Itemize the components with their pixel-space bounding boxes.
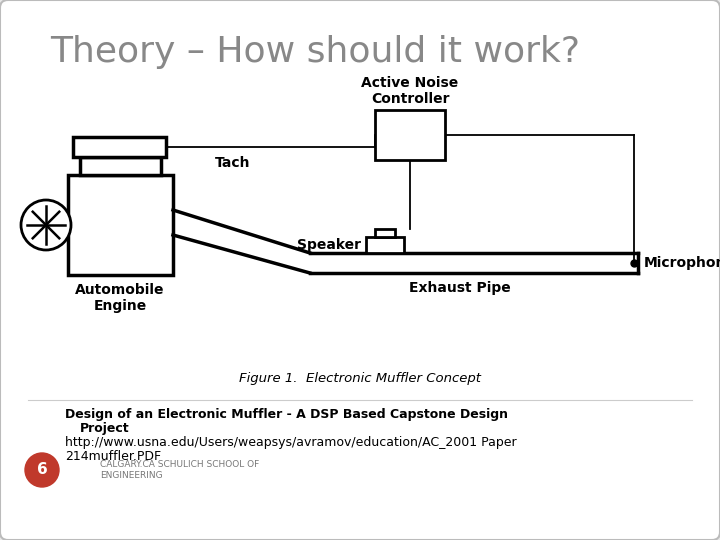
Bar [366, 237, 404, 253]
Text: Automobile
Engine: Automobile Engine [76, 283, 165, 313]
Text: Project: Project [80, 422, 130, 435]
Text: Design of an Electronic Muffler - A DSP Based Capstone Design: Design of an Electronic Muffler - A DSP … [65, 408, 508, 421]
Text: Active Noise
Controller: Active Noise Controller [361, 76, 459, 106]
Text: Theory – How should it work?: Theory – How should it work? [50, 35, 580, 69]
Text: ENGINEERING: ENGINEERING [100, 471, 163, 480]
Bar [80, 157, 161, 175]
Text: http://www.usna.edu/Users/weapsys/avramov/education/AC_2001 Paper: http://www.usna.edu/Users/weapsys/avramo… [65, 436, 517, 449]
Bar [375, 229, 395, 237]
Bar [68, 175, 173, 275]
Text: Tach: Tach [215, 156, 251, 170]
Text: 214muffler.PDF: 214muffler.PDF [65, 450, 161, 463]
Text: Microphone: Microphone [644, 256, 720, 270]
Text: Figure 1.  Electronic Muffler Concept: Figure 1. Electronic Muffler Concept [239, 372, 481, 385]
Text: CALGARY.CA SCHULICH SCHOOL OF: CALGARY.CA SCHULICH SCHOOL OF [100, 460, 259, 469]
Text: Speaker: Speaker [297, 238, 361, 252]
Bar [73, 137, 166, 157]
Circle shape [25, 453, 59, 487]
Text: Exhaust Pipe: Exhaust Pipe [409, 281, 511, 295]
Bar [375, 110, 445, 160]
Circle shape [21, 200, 71, 250]
Text: 6: 6 [37, 462, 48, 477]
